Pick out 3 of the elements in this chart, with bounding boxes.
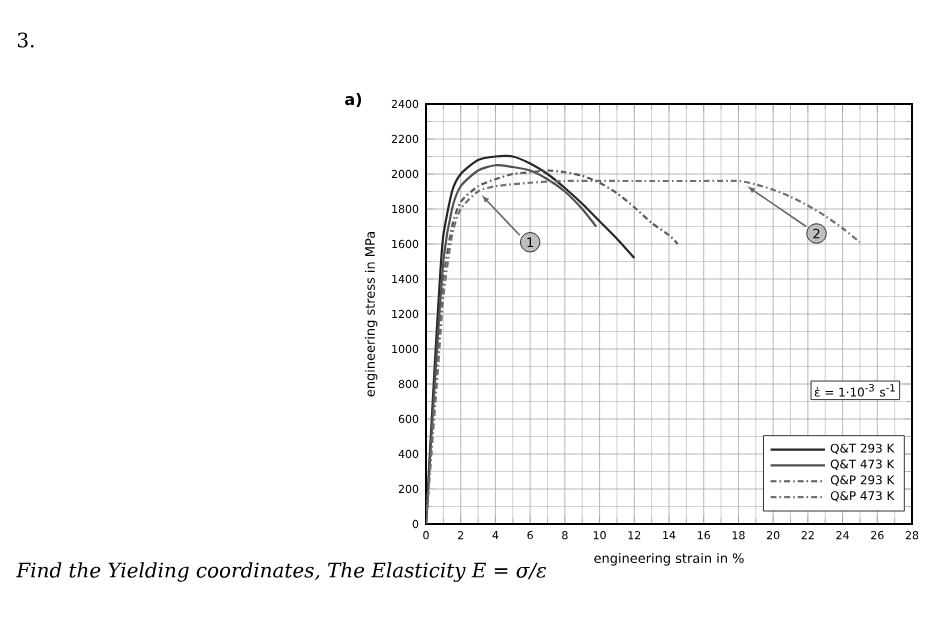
text: 3. bbox=[17, 32, 34, 48]
line-series bbox=[426, 179, 862, 524]
text: Find the Yielding coordinates, The Elasticity E = σ/ε bbox=[16, 562, 547, 582]
